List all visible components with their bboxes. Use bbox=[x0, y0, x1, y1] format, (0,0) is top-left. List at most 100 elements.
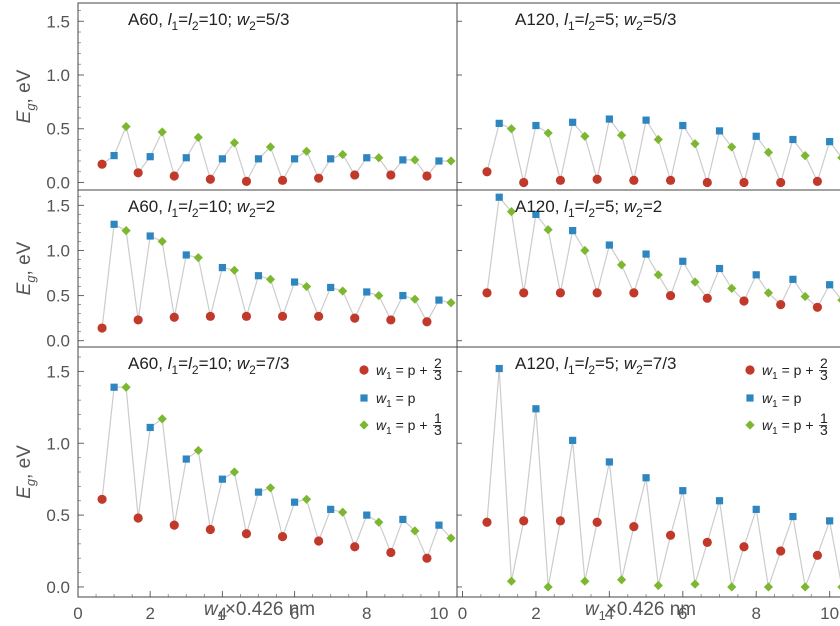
panel-title: A60, l1=l2=10; w2=5/3 bbox=[128, 10, 289, 33]
panel-frame bbox=[456, 346, 840, 598]
point-diamond bbox=[580, 131, 590, 141]
point-square bbox=[218, 155, 226, 163]
point-diamond bbox=[727, 582, 737, 592]
point-square bbox=[399, 156, 407, 164]
point-diamond bbox=[229, 265, 240, 275]
y-tick-label: 1.5 bbox=[46, 12, 70, 31]
legend-marker-square bbox=[360, 394, 368, 402]
y-tick-label: 0.5 bbox=[46, 120, 70, 139]
point-circle bbox=[812, 176, 823, 187]
point-circle bbox=[350, 170, 360, 180]
point-circle bbox=[169, 312, 179, 322]
point-circle bbox=[314, 311, 324, 321]
point-diamond bbox=[229, 467, 240, 477]
point-diamond bbox=[157, 127, 167, 137]
y-tick-label: 1.5 bbox=[46, 362, 70, 381]
point-square bbox=[146, 153, 154, 161]
legend-marker-circle bbox=[359, 365, 369, 375]
point-square bbox=[110, 152, 118, 160]
point-circle bbox=[241, 176, 252, 187]
point-circle bbox=[592, 174, 602, 184]
point-circle bbox=[482, 517, 492, 527]
point-circle bbox=[519, 177, 529, 188]
x-tick-label: 6 bbox=[290, 604, 299, 623]
x-tick-label: 10 bbox=[820, 604, 839, 623]
point-diamond bbox=[446, 298, 456, 308]
point-square bbox=[752, 271, 760, 279]
point-circle bbox=[314, 173, 324, 183]
point-square bbox=[218, 475, 226, 483]
point-diamond bbox=[616, 130, 627, 140]
point-circle bbox=[555, 516, 566, 526]
point-circle bbox=[629, 175, 639, 185]
x-tick-label: 4 bbox=[605, 604, 614, 623]
point-diamond bbox=[121, 121, 131, 132]
x-axis-label: w1×0.426 nm bbox=[585, 599, 696, 623]
legend-marker-square bbox=[746, 394, 754, 402]
point-square bbox=[532, 405, 540, 413]
point-circle bbox=[277, 175, 288, 185]
point-diamond bbox=[121, 382, 131, 392]
point-square bbox=[327, 155, 335, 163]
point-circle bbox=[277, 532, 288, 542]
x-tick-label: 0 bbox=[458, 604, 467, 623]
series-line bbox=[101, 223, 452, 329]
panel-title: A120, l1=l2=5; w2=2 bbox=[515, 197, 662, 220]
point-circle bbox=[812, 550, 823, 560]
point-diamond bbox=[193, 132, 203, 142]
series-line bbox=[101, 386, 452, 560]
point-circle bbox=[422, 171, 432, 181]
x-tick-label: 2 bbox=[145, 604, 154, 623]
point-square bbox=[435, 296, 443, 304]
point-circle bbox=[629, 521, 639, 532]
point-square bbox=[290, 155, 299, 163]
point-square bbox=[679, 257, 687, 265]
legend-fraction-den: 3 bbox=[434, 422, 442, 438]
legend-label: w1 = p + bbox=[376, 362, 428, 382]
series-line bbox=[486, 117, 840, 185]
point-diamond bbox=[410, 155, 420, 165]
point-square bbox=[605, 241, 613, 249]
point-circle bbox=[739, 177, 749, 188]
point-circle bbox=[422, 317, 432, 327]
point-circle bbox=[97, 323, 107, 333]
point-square bbox=[642, 474, 650, 482]
point-circle bbox=[665, 530, 676, 540]
point-square bbox=[110, 220, 118, 228]
panel-bottom-left: 0.0 0.5 1.0 1.5 0 2 4 6 8 10 w1×0.426 nm Eg, eV A60,… bbox=[14, 346, 458, 623]
panel-frame bbox=[456, 2, 840, 191]
point-diamond bbox=[265, 483, 276, 493]
markers bbox=[482, 193, 840, 312]
point-diamond bbox=[543, 582, 553, 592]
y-tick-label: 1.5 bbox=[46, 196, 70, 215]
panel-title: A60, l1=l2=10; w2=2 bbox=[128, 197, 275, 220]
point-diamond bbox=[763, 147, 774, 157]
markers bbox=[97, 220, 456, 333]
y-tick-label: 1.0 bbox=[46, 66, 70, 85]
point-circle bbox=[277, 311, 288, 321]
point-diamond bbox=[121, 226, 131, 236]
x-tick-label: 2 bbox=[531, 604, 540, 623]
point-square bbox=[254, 272, 263, 280]
point-square bbox=[290, 278, 299, 286]
point-circle bbox=[350, 313, 360, 323]
series-line bbox=[101, 124, 451, 183]
point-circle bbox=[133, 315, 143, 325]
x-tick-label: 10 bbox=[429, 604, 448, 623]
point-diamond bbox=[446, 156, 456, 166]
point-square bbox=[569, 227, 577, 235]
point-circle bbox=[812, 302, 823, 312]
point-diamond bbox=[653, 134, 663, 145]
point-circle bbox=[133, 513, 143, 523]
legend-marker-diamond bbox=[359, 420, 369, 430]
point-diamond bbox=[800, 291, 810, 302]
point-square bbox=[605, 115, 613, 123]
point-circle bbox=[702, 177, 712, 188]
point-circle bbox=[169, 171, 179, 181]
panel-title: A60, l1=l2=10; w2=7/3 bbox=[128, 354, 289, 377]
point-square bbox=[826, 517, 834, 525]
point-diamond bbox=[653, 270, 663, 280]
point-circle bbox=[776, 177, 786, 188]
